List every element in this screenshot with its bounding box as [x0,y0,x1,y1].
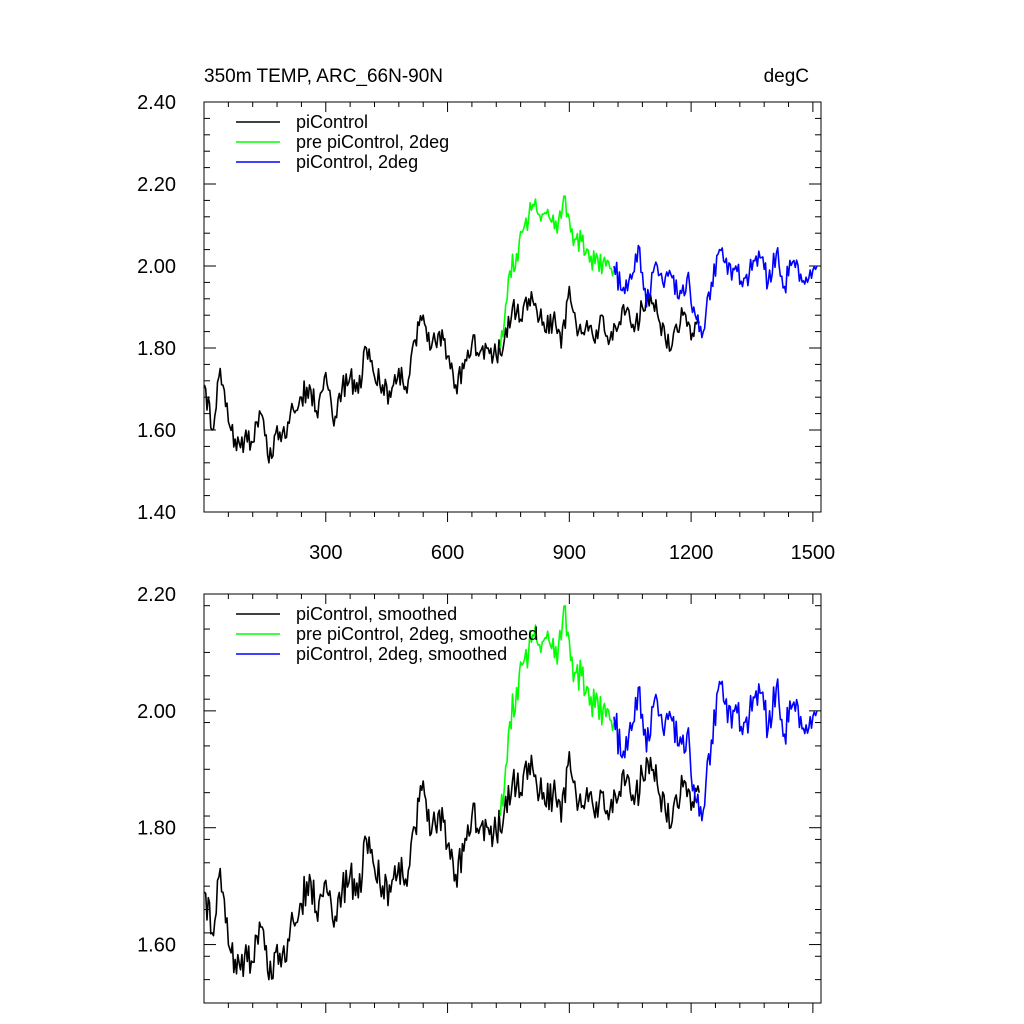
bottom-legend-label: piControl, 2deg, smoothed [296,644,507,664]
chart-units: degC [764,66,809,87]
top-x-tick-label: 900 [553,542,586,564]
bottom-legend-label: pre piControl, 2deg, smoothed [296,624,538,644]
top-plot-frame [203,101,822,513]
top-y-tick-label: 1.40 [137,502,176,524]
top-panel: 1.40 1.60 1.80 2.00 2.20 2.40 300 600 900 1200 150… [137,66,835,564]
top-y-tick-label: 1.80 [137,338,176,360]
top-y-tick-label: 2.00 [137,256,176,278]
bottom-y-tick-label: 1.60 [137,935,176,957]
top-y-tick-label: 2.20 [137,174,176,196]
top-y-tick-label: 1.60 [137,420,176,442]
top-x-tick-label: 600 [431,542,464,564]
bottom-series-line-1 [499,604,615,817]
top-series-line-2 [613,244,818,339]
top-x-tick-label: 1500 [791,542,836,564]
top-legend-label: piControl, 2deg [296,152,418,172]
top-series-line-0 [203,285,700,464]
bottom-y-tick-label: 2.20 [137,584,176,606]
bottom-y-tick-label: 1.80 [137,818,176,840]
top-x-tick-label: 1200 [669,542,714,564]
top-x-tick-label: 300 [309,542,342,564]
bottom-series-line-2 [613,678,818,822]
bottom-series-line-0 [203,751,700,981]
chart-title: 350m TEMP, ARC_66N-90N [204,66,443,87]
top-legend-label: piControl [296,112,368,132]
top-series-line-1 [499,195,615,349]
top-legend-label: pre piControl, 2deg [296,132,449,152]
bottom-plot-frame [203,593,822,1004]
top-y-tick-label: 2.40 [137,92,176,114]
bottom-legend-label: piControl, smoothed [296,604,457,624]
bottom-y-tick-label: 2.00 [137,701,176,723]
